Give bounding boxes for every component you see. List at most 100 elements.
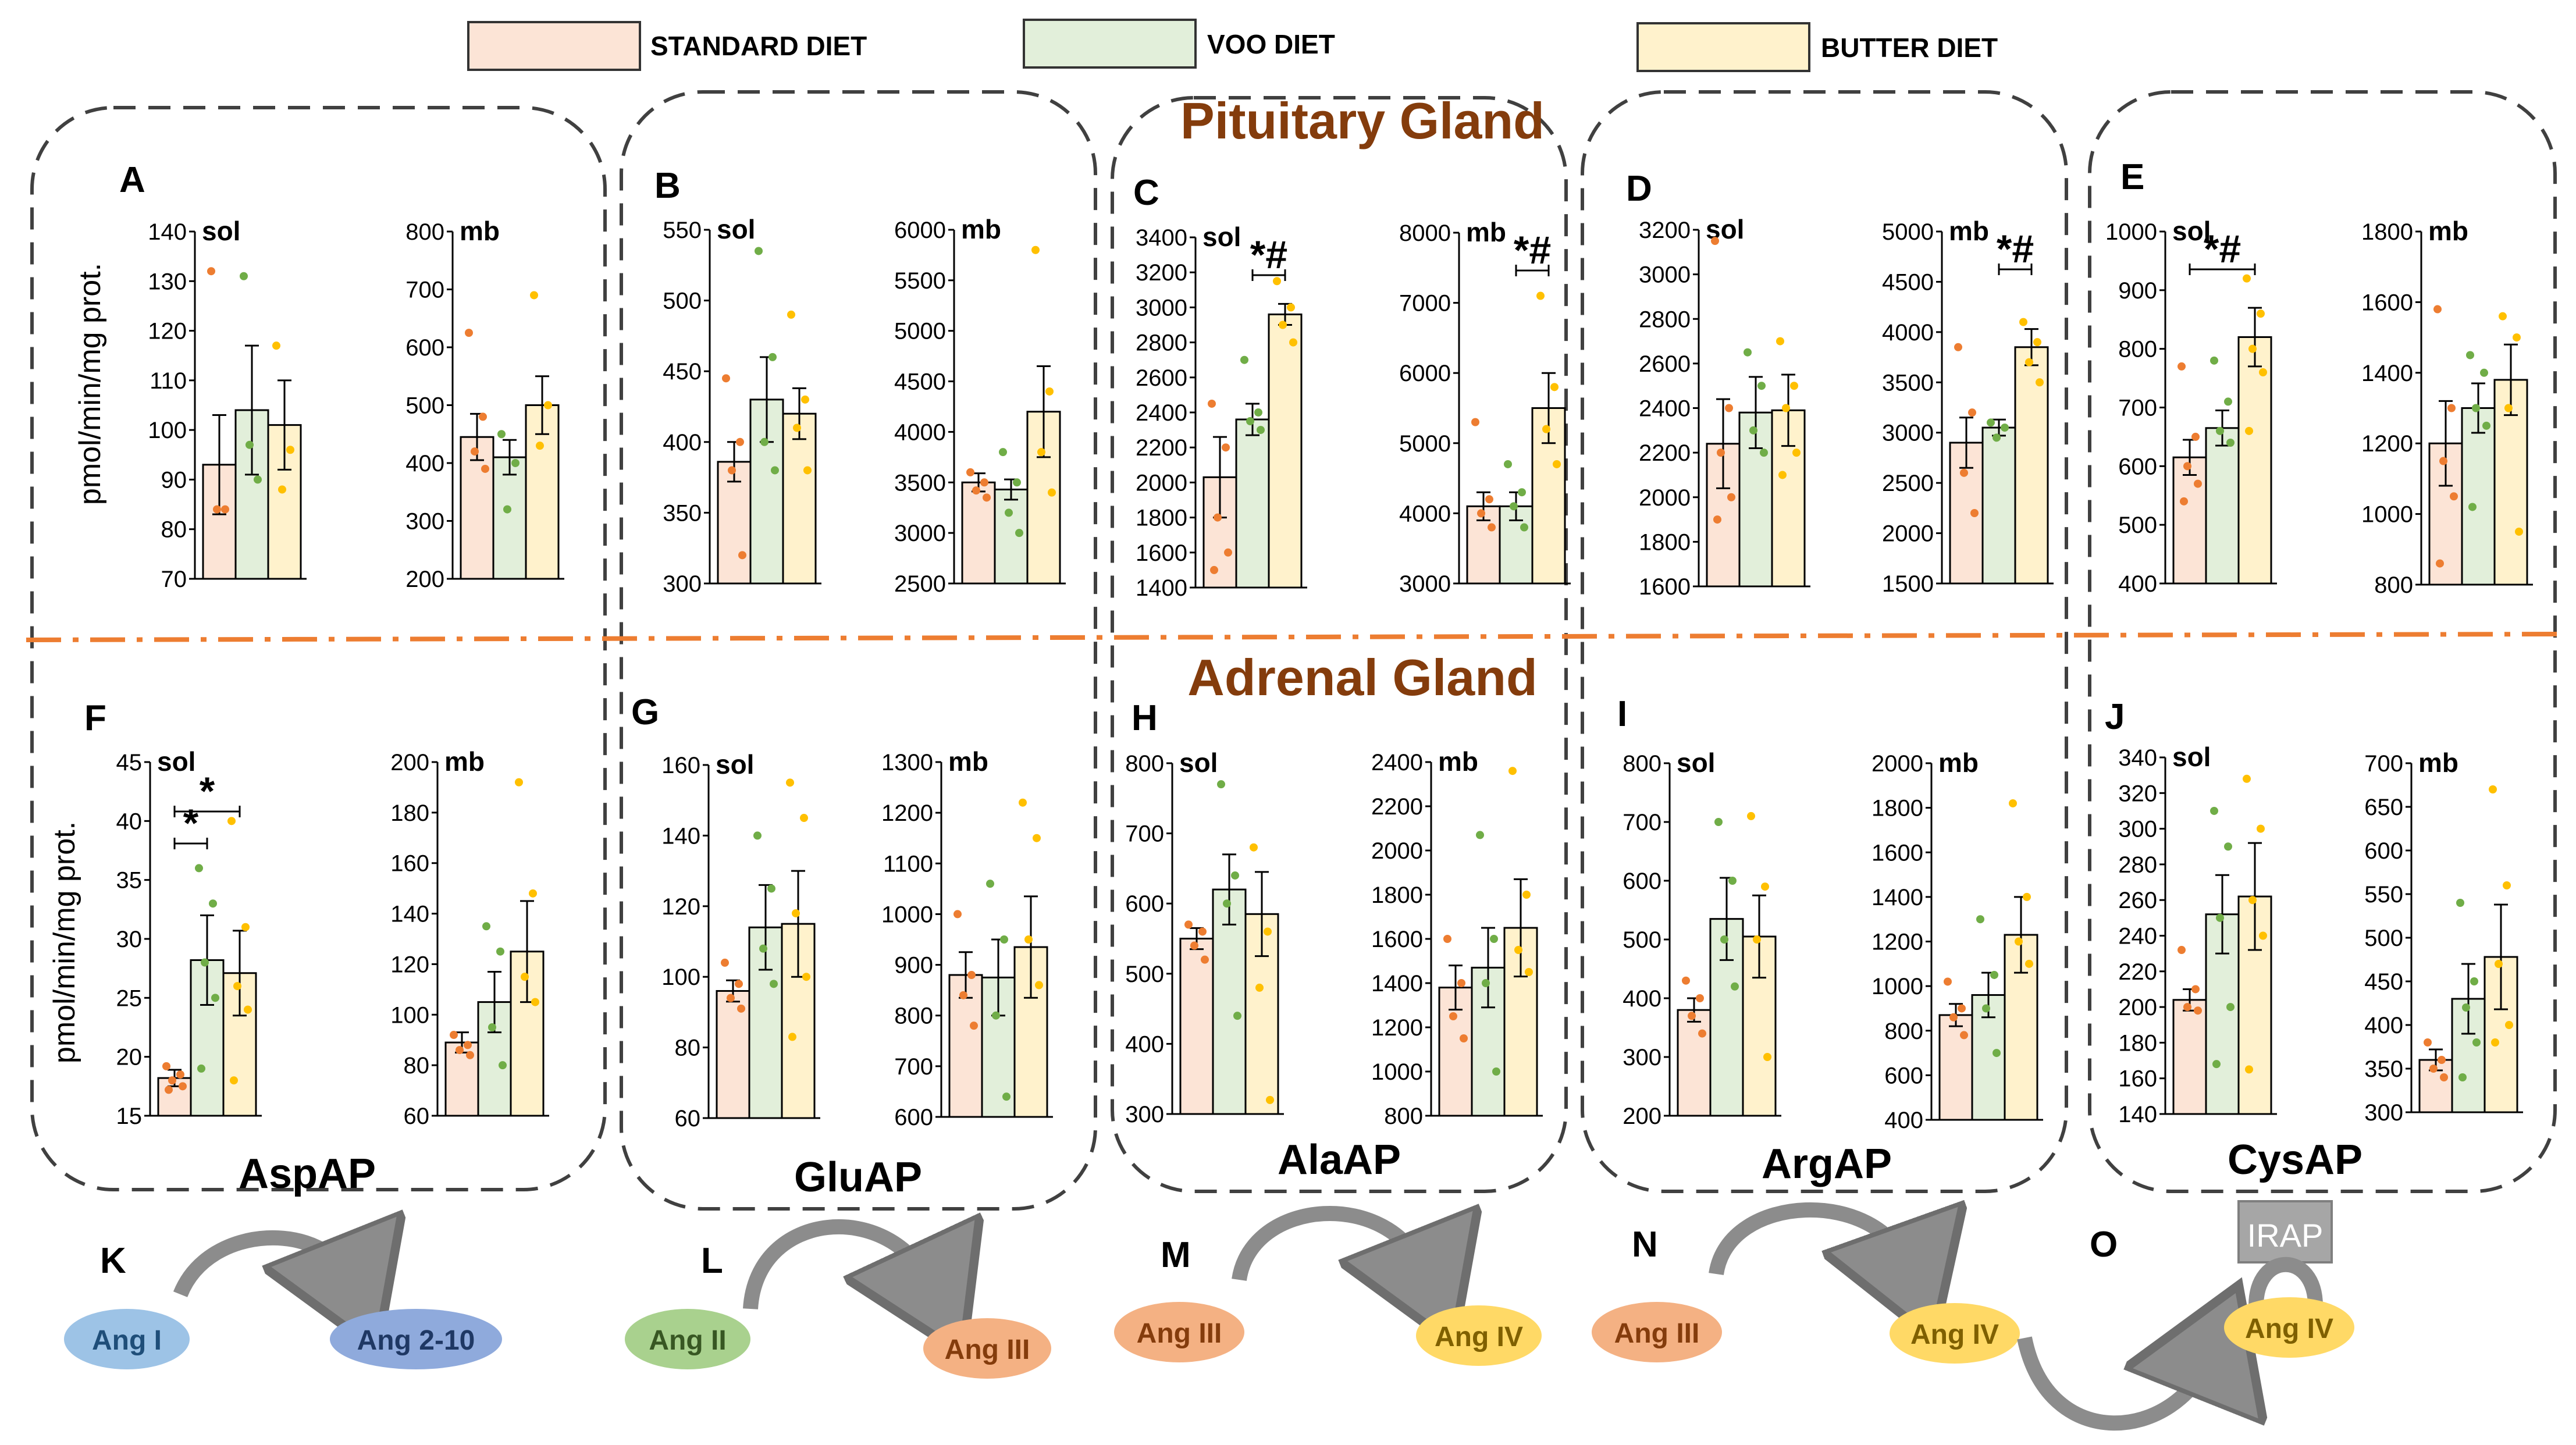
tissue-label-sol: sol [2172, 742, 2211, 772]
y-tick-label: 45 [116, 750, 143, 775]
y-tick-label: 3000 [894, 521, 946, 546]
panel-letter-d: D [1626, 169, 1652, 209]
data-point [1035, 981, 1043, 990]
y-tick-label: 800 [1884, 1019, 1923, 1044]
chart-j-mb: mb 300 350 400 450 500 550 600 650 700 [2364, 748, 2523, 1126]
data-point [1542, 425, 1550, 433]
y-tick-label: 7000 [1399, 291, 1451, 316]
legend-swatch-standard [467, 21, 641, 71]
data-point [2191, 432, 2200, 441]
data-point [529, 889, 537, 898]
y-tick-label: 2000 [1136, 470, 1187, 496]
y-tick-label: 60 [675, 1106, 701, 1131]
y-tick-label: 1800 [1639, 529, 1691, 555]
y-tick-label: 500 [663, 289, 702, 314]
data-point [1210, 565, 1218, 574]
y-tick-label: 20 [116, 1045, 143, 1070]
data-point [1744, 348, 1752, 357]
data-point [2210, 806, 2218, 815]
y-tick-label: 700 [1623, 810, 1661, 835]
data-point [2210, 356, 2218, 365]
data-point [1976, 915, 1984, 924]
group-box-gluap [620, 90, 1097, 1211]
y-tick-label: 800 [405, 219, 444, 245]
data-point [2036, 378, 2044, 387]
data-point [1048, 488, 1056, 497]
y-tick-label: 900 [894, 953, 933, 978]
y-tick-label: 160 [661, 753, 700, 778]
pathway-node-ang-iii-n [1592, 1302, 1722, 1362]
y-tick-label: 3000 [1136, 295, 1187, 321]
panel-letter-f: F [84, 698, 106, 738]
pathway-node-ang-iii-l [923, 1318, 1051, 1379]
data-point [2025, 959, 2033, 968]
pathway-arrow-k [173, 1238, 349, 1294]
data-point [768, 353, 777, 361]
pathway-node-ang-2-10-label: Ang 2-10 [357, 1325, 475, 1356]
y-tick-label: 200 [405, 567, 444, 592]
data-point [511, 459, 520, 467]
y-tick-label: 90 [161, 467, 187, 493]
data-point [1778, 471, 1787, 479]
data-point [1045, 387, 1054, 396]
data-point [1990, 970, 1998, 979]
bar [1677, 1009, 1712, 1117]
data-point [521, 973, 529, 981]
chart-a-mb: mb 200 300 400 500 600 700 800 [405, 216, 564, 592]
pathway-letter-o: O [2090, 1225, 2118, 1265]
y-tick-label: 600 [2364, 838, 2403, 864]
data-point [1460, 1034, 1468, 1042]
data-point [1002, 1092, 1011, 1101]
data-point [2458, 1073, 2467, 1081]
y-tick-label: 180 [2118, 1030, 2157, 1056]
y-tick-label: 450 [663, 359, 702, 385]
data-point [227, 817, 236, 825]
tissue-label-sol: sol [1179, 748, 1218, 778]
data-point [1982, 1004, 1990, 1013]
y-tick-label: 1000 [2361, 502, 2413, 528]
y-tick-label: 1600 [1639, 574, 1691, 600]
data-point [1731, 982, 1739, 991]
data-point [2438, 1056, 2446, 1064]
data-point [755, 247, 763, 255]
data-point [254, 475, 262, 484]
data-point [1518, 488, 1526, 497]
bar [2172, 456, 2207, 585]
y-tick-label: 2000 [1639, 485, 1691, 511]
data-point [1790, 382, 1798, 390]
y-tick-label: 300 [405, 509, 444, 535]
y-tick-label: 1600 [1371, 927, 1423, 952]
data-point [515, 778, 523, 786]
data-point [244, 1005, 252, 1014]
y-tick-label: 2800 [1136, 330, 1187, 356]
data-point [1024, 935, 1033, 944]
group-box-cysap [2088, 90, 2557, 1193]
data-point [2424, 1038, 2432, 1047]
pathway-node-ang-iii-n-label: Ang III [1614, 1318, 1700, 1349]
pathway-arrow-n-to-o [2017, 1338, 2211, 1431]
data-point [2212, 1060, 2221, 1069]
tissue-label-sol: sol [1202, 222, 1241, 252]
y-axis-label-bottom: pmol/min/mg prot. [48, 821, 81, 1063]
data-point [1550, 383, 1559, 391]
tissue-label-sol: sol [2172, 216, 2211, 246]
bar [2461, 407, 2496, 586]
y-tick-label: 2000 [1871, 751, 1923, 777]
y-tick-label: 3000 [1399, 571, 1451, 597]
y-tick-label: 200 [390, 750, 429, 775]
bar [1938, 1014, 1973, 1121]
y-tick-label: 4500 [1882, 269, 1934, 295]
data-point [1033, 834, 1041, 842]
data-point [1782, 404, 1790, 412]
data-point [788, 1033, 796, 1041]
pathway-node-ang-iii-m-label: Ang III [1137, 1318, 1222, 1349]
y-tick-label: 2400 [1639, 396, 1691, 422]
data-point [499, 1061, 507, 1070]
y-tick-label: 140 [661, 823, 700, 849]
data-point [1471, 418, 1479, 426]
data-point [1993, 433, 2001, 442]
y-tick-label: 320 [2118, 781, 2157, 806]
y-axis-label-top: pmol/min/mg prot. [73, 263, 107, 505]
group-box-aspap [30, 106, 607, 1191]
y-tick-label: 3000 [1639, 262, 1691, 288]
